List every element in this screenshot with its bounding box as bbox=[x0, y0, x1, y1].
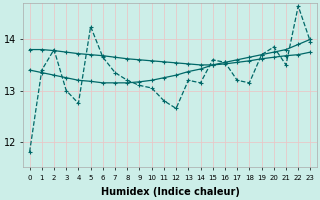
X-axis label: Humidex (Indice chaleur): Humidex (Indice chaleur) bbox=[100, 187, 239, 197]
